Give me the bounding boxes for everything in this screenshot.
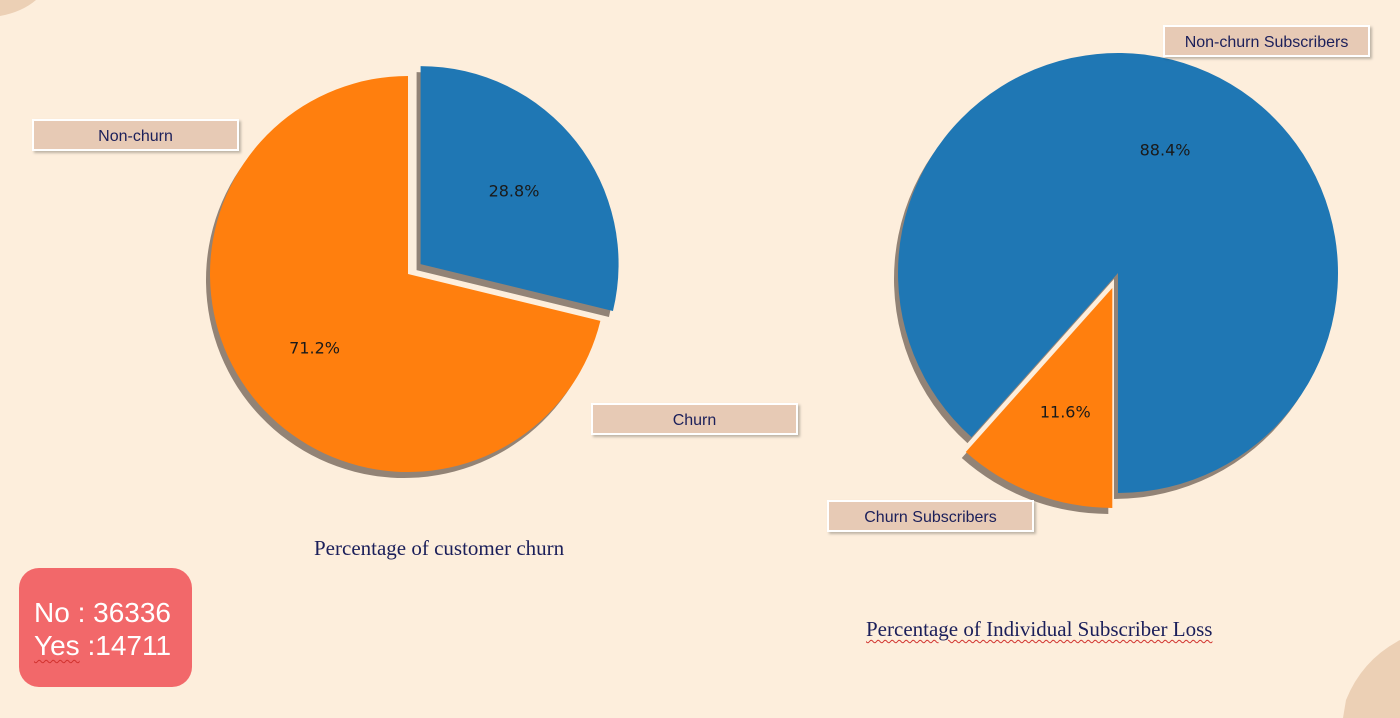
count-yes: Yes :14711 <box>34 629 192 662</box>
callout-label: Non-churn Subscribers <box>1185 34 1349 51</box>
callout-box <box>32 119 239 151</box>
chart-title-text: Percentage of Individual Subscriber Loss <box>866 617 1213 641</box>
pie-chart-customer-churn: 71.2% 28.8% <box>205 66 619 478</box>
pie-percent-label: 88.4% <box>1140 141 1191 160</box>
callout-label: Churn Subscribers <box>864 509 997 526</box>
callout-label: Non-churn <box>98 128 173 145</box>
callout-box <box>827 500 1034 532</box>
callout-churn-subscribers: Churn Subscribers <box>827 500 1034 532</box>
pie-slice-churn-subscribers <box>965 287 1113 508</box>
count-yes-value: :14711 <box>79 630 172 661</box>
count-yes-word: Yes <box>34 630 80 661</box>
callout-box <box>591 403 798 435</box>
decor-shape-bottom-right <box>1343 640 1400 718</box>
pie-percent-label: 71.2% <box>289 338 340 357</box>
pie-slice-non-churn-subscribers <box>897 53 1338 493</box>
pie-slice-churn <box>420 66 619 311</box>
callout-non-churn: Non-churn <box>32 119 239 151</box>
pie-percent-label: 28.8% <box>489 182 540 201</box>
count-no: No : 36336 <box>34 597 171 628</box>
chart-title-customer-churn: Percentage of customer churn <box>314 536 565 560</box>
callout-label: Churn <box>673 412 717 429</box>
pie-slice-non-churn <box>209 76 601 472</box>
callout-box <box>1163 25 1370 57</box>
chart-title-subscriber-loss: Percentage of Individual Subscriber Loss <box>866 617 1212 642</box>
decor-shape-top-left <box>0 0 36 16</box>
churn-count-box: No : 36336 Yes :14711 <box>19 568 192 687</box>
pie-percent-label: 11.6% <box>1040 402 1091 421</box>
callout-churn: Churn <box>591 403 798 435</box>
pie-chart-subscriber-loss: 88.4% 11.6% <box>893 53 1338 514</box>
callout-non-churn-subscribers: Non-churn Subscribers <box>1163 25 1370 57</box>
